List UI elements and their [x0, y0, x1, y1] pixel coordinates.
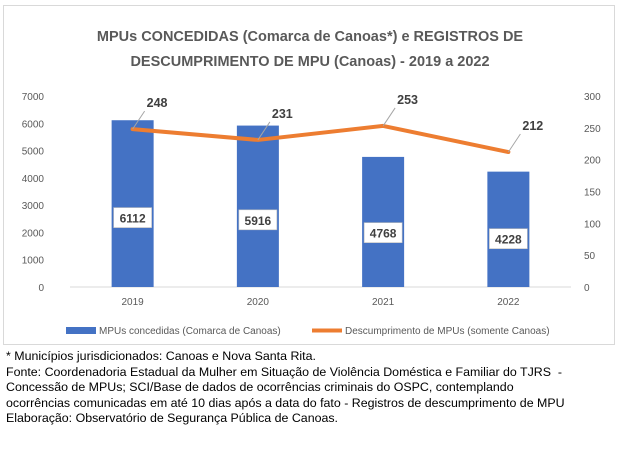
bar-data-label: 5916	[245, 214, 272, 228]
y-right-tick-label: 0	[584, 283, 590, 294]
y-left-tick-label: 7000	[22, 92, 45, 103]
line-data-label: 253	[397, 93, 418, 107]
note-line: Elaboração: Observatório de Segurança Pú…	[6, 411, 339, 426]
bar-data-label-box	[113, 207, 152, 228]
bar-data-label: 4768	[370, 227, 397, 241]
bar-data-label-box	[363, 222, 403, 243]
legend-bar-label: MPUs concedidas (Comarca de Canoas)	[99, 326, 281, 337]
line-data-label-leader	[257, 121, 271, 141]
x-tick-label: 2022	[497, 297, 520, 308]
note-line: Concessão de MPUs; SCI/Base de dados de …	[6, 380, 514, 395]
y-right-tick-label: 100	[584, 219, 601, 230]
bar-data-label: 6112	[120, 212, 146, 226]
y-left-tick-label: 6000	[22, 119, 45, 130]
y-right-tick-label: 50	[584, 251, 596, 262]
note-line: ocorrências comunicadas em até 10 dias a…	[6, 395, 565, 410]
note-line: Fonte: Coordenadoria Estadual da Mulher …	[6, 364, 563, 379]
line-data-label: 248	[147, 96, 168, 110]
chart: MPUs CONCEDIDAS (Comarca de Canoas*) e R…	[22, 29, 601, 337]
chart-title: MPUs CONCEDIDAS (Comarca de Canoas*) e R…	[97, 29, 524, 45]
x-tick-label: 2019	[122, 297, 145, 308]
y-left-tick-label: 0	[38, 283, 44, 294]
y-left-tick-label: 1000	[22, 256, 45, 267]
chart-container: MPUs CONCEDIDAS (Comarca de Canoas*) e R…	[3, 5, 615, 345]
legend-line-label: Descumprimento de MPUs (somente Canoas)	[345, 326, 550, 337]
bar-2021	[362, 156, 405, 287]
y-right-tick-label: 250	[584, 124, 601, 135]
line-data-label: 212	[522, 119, 543, 133]
x-tick-label: 2021	[372, 297, 395, 308]
legend-bar-swatch	[66, 327, 96, 334]
line-data-label-leader	[507, 133, 521, 153]
y-right-tick-label: 300	[584, 92, 601, 103]
bar-data-label-box	[238, 209, 278, 231]
bar-data-label: 4228	[495, 233, 522, 247]
y-right-tick-label: 200	[584, 156, 601, 167]
y-left-tick-label: 2000	[22, 228, 45, 239]
line-series	[130, 123, 511, 155]
y-left-tick-label: 3000	[22, 201, 45, 212]
chart-title: DESCUMPRIMENTO DE MPU (Canoas) - 2019 a …	[130, 54, 489, 70]
note-line: * Municípios jurisdicionados: Canoas e N…	[6, 349, 316, 363]
y-right-tick-label: 150	[584, 188, 601, 199]
bar-2019	[111, 120, 154, 288]
x-tick-label: 2020	[247, 297, 270, 308]
notes: * Municípios jurisdicionados: Canoas e N…	[6, 349, 631, 427]
line-data-label-leader	[132, 110, 146, 130]
bar-2020	[236, 125, 279, 287]
line-data-label: 231	[272, 107, 293, 121]
y-left-tick-label: 5000	[22, 147, 45, 158]
bar-data-label-box	[489, 228, 528, 250]
line-data-label-leader	[382, 107, 396, 127]
y-left-tick-label: 4000	[22, 174, 45, 185]
